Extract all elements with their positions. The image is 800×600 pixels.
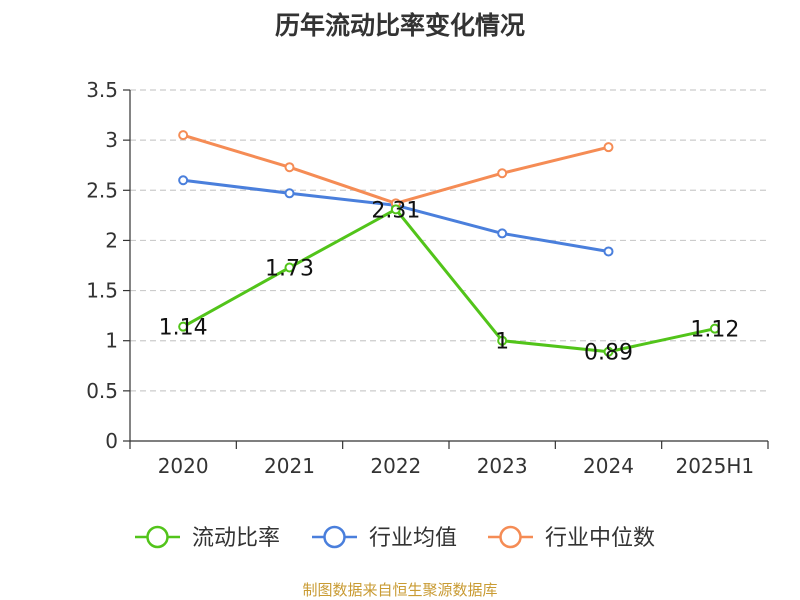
legend-marker [499, 525, 522, 549]
x-tick-label: 2022 [370, 454, 421, 478]
data-label: 1.14 [159, 316, 208, 341]
x-tick-label: 2025H1 [675, 454, 754, 478]
data-point-行业均值 [603, 246, 614, 257]
y-tick-label: 1 [105, 329, 118, 353]
x-tick-label: 2024 [583, 454, 634, 478]
data-point-流动比率 [178, 321, 189, 332]
data-label: 1.12 [690, 318, 739, 343]
grid-lines [130, 89, 768, 392]
chart-title: 历年流动比率变化情况 [274, 11, 525, 40]
data-point-流动比率 [603, 346, 614, 357]
legend-label: 流动比率 [192, 526, 280, 551]
data-point-流动比率 [284, 262, 295, 273]
legend-marker [323, 525, 346, 549]
y-tick-label: 3.5 [86, 78, 118, 102]
data-point-流动比率 [497, 335, 508, 346]
legend-item-行业均值[interactable]: 行业均值 [312, 525, 457, 551]
data-point-行业均值 [497, 228, 508, 239]
data-label: 1.73 [265, 257, 314, 282]
y-tick-label: 3 [105, 128, 118, 152]
legend-label: 行业均值 [369, 526, 457, 551]
y-tick-label: 1.5 [86, 279, 118, 303]
series-line-流动比率 [182, 207, 716, 354]
legend-item-流动比率[interactable]: 流动比率 [135, 525, 280, 551]
data-label: 1 [495, 330, 509, 355]
axes: 0 0.5 1 1.5 2 2.5 3 3.5 2020 2021 2022 2023 2024 2025… [86, 78, 769, 478]
legend-label: 行业中位数 [545, 526, 655, 551]
series-lines [178, 130, 720, 357]
series-line-行业中位数 [182, 133, 609, 205]
data-point-流动比率 [390, 204, 401, 215]
x-tick-label: 2021 [264, 454, 315, 478]
y-tick-label: 2.5 [86, 178, 118, 202]
data-point-行业中位数 [178, 130, 189, 141]
data-label: 0.89 [584, 341, 633, 366]
legend[interactable]: 流动比率 行业均值 行业中位数 [135, 525, 655, 551]
x-tick-label: 2023 [477, 454, 528, 478]
y-tick-label: 2 [105, 228, 118, 252]
y-tick-label: 0 [105, 429, 118, 453]
x-tick-label: 2020 [158, 454, 209, 478]
data-point-流动比率 [709, 323, 720, 334]
data-point-行业均值 [178, 175, 189, 186]
data-point-行业中位数 [497, 168, 508, 179]
data-point-行业均值 [284, 188, 295, 199]
legend-marker [146, 525, 169, 549]
data-point-行业中位数 [603, 142, 614, 153]
legend-item-行业中位数[interactable]: 行业中位数 [488, 525, 655, 551]
y-tick-label: 0.5 [86, 379, 118, 403]
source-footer: 制图数据来自恒生聚源数据库 [302, 581, 498, 599]
data-point-行业中位数 [284, 162, 295, 173]
data-labels: 1.14 1.73 2.31 1 0.89 1.12 [159, 198, 740, 365]
data-label: 2.31 [371, 198, 420, 223]
